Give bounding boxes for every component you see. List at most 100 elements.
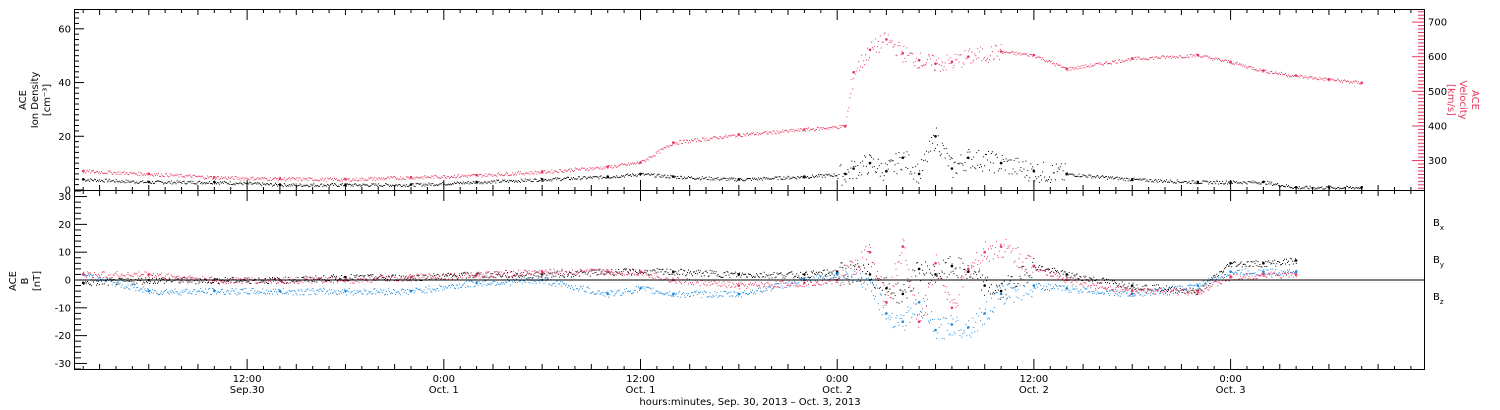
velocity-point-7 bbox=[540, 170, 544, 173]
velocity-axis-title-line1: ACE bbox=[1469, 90, 1480, 110]
field-by-point-3 bbox=[278, 289, 282, 293]
velocity-tick-label-1: 400 bbox=[1428, 121, 1447, 132]
density-point-15 bbox=[868, 161, 872, 165]
field-bz-point-0 bbox=[81, 273, 85, 276]
field-bx-point-29 bbox=[1294, 259, 1298, 262]
density-point-25 bbox=[1130, 178, 1134, 181]
density-point-26 bbox=[1196, 180, 1200, 184]
field-bx-point-22 bbox=[999, 289, 1003, 293]
field-series-bx bbox=[81, 256, 1298, 304]
velocity-tick-label-2: 500 bbox=[1428, 87, 1447, 98]
density-velocity-data bbox=[81, 32, 1363, 190]
field-bx-point-19 bbox=[950, 264, 954, 268]
field-bz-point-16 bbox=[901, 245, 905, 248]
magnetic-field-panel-frame bbox=[74, 190, 1425, 370]
legend-by: By bbox=[1433, 255, 1444, 269]
field-bx-point-0 bbox=[81, 281, 85, 285]
density-tick-label-3: 60 bbox=[58, 24, 71, 35]
date-tick-label-1: Oct. 1 bbox=[429, 385, 459, 396]
field-by-point-1 bbox=[147, 289, 151, 293]
field-bz-point-14 bbox=[868, 250, 872, 254]
field-bx-point-18 bbox=[934, 273, 937, 276]
field-bx-point-15 bbox=[885, 287, 888, 290]
velocity-tick-label-0: 300 bbox=[1428, 156, 1447, 167]
field-series-bz bbox=[81, 238, 1298, 328]
density-point-2 bbox=[213, 180, 216, 184]
field-bz-point-5 bbox=[409, 275, 413, 279]
date-tick-label-4: Oct. 2 bbox=[1019, 385, 1049, 396]
field-bx-point-21 bbox=[983, 284, 986, 287]
field-axis-title-line3: [nT] bbox=[32, 271, 43, 291]
field-by-point-22 bbox=[999, 292, 1003, 296]
field-tick-label-2: -10 bbox=[55, 303, 71, 314]
density-point-12 bbox=[803, 175, 806, 178]
field-bz-point-29 bbox=[1294, 273, 1298, 276]
field-bz-point-8 bbox=[606, 270, 609, 274]
density-axis-title-line2: Ion Density bbox=[30, 72, 41, 129]
density-point-17 bbox=[901, 156, 905, 160]
field-by-point-2 bbox=[213, 289, 216, 293]
field-tick-label-3: 0 bbox=[65, 276, 71, 287]
field-axis-title-line2: B bbox=[20, 277, 31, 284]
field-by-point-16 bbox=[901, 320, 905, 324]
field-bx-point-24 bbox=[1065, 273, 1068, 276]
velocity-series bbox=[81, 32, 1363, 182]
density-point-19 bbox=[934, 135, 937, 138]
time-tick-label-5: 0:00 bbox=[1219, 374, 1241, 385]
field-bz-point-26 bbox=[1196, 289, 1200, 293]
field-bz-point-15 bbox=[885, 301, 888, 304]
field-axis-title-line1: ACE bbox=[8, 271, 19, 291]
field-tick-label-0: -30 bbox=[55, 359, 71, 370]
field-axis-title: ACE B [nT] bbox=[8, 271, 43, 291]
field-bz-point-17 bbox=[917, 320, 921, 324]
date-tick-label-0: Sep.30 bbox=[230, 385, 265, 396]
density-axis-title-line3: [cm⁻³] bbox=[42, 84, 53, 116]
velocity-point-17 bbox=[901, 52, 905, 55]
field-series-by bbox=[81, 266, 1298, 340]
magnetic-field-data bbox=[81, 238, 1298, 340]
field-axis: -30 -20 -10 0 10 20 30 bbox=[55, 190, 87, 370]
field-bz-point-6 bbox=[475, 273, 478, 276]
field-tick-label-6: 30 bbox=[58, 192, 71, 203]
density-axis-title-line1: ACE bbox=[18, 90, 29, 110]
legend-bx: Bx bbox=[1433, 218, 1444, 232]
velocity-tick-label-4: 700 bbox=[1428, 18, 1447, 29]
field-bx-point-16 bbox=[901, 292, 905, 296]
field-bz-point-19 bbox=[950, 306, 954, 310]
field-bz-point-12 bbox=[803, 281, 806, 285]
time-tick-label-3: 0:00 bbox=[826, 374, 848, 385]
field-bz-point-20 bbox=[967, 267, 970, 271]
density-point-14 bbox=[852, 167, 855, 170]
density-point-7 bbox=[540, 178, 544, 181]
density-point-21 bbox=[967, 156, 970, 160]
velocity-point-18 bbox=[917, 58, 921, 62]
x-axis-title: hours:minutes, Sep. 30, 2013 – Oct. 3, 2… bbox=[639, 397, 860, 408]
velocity-point-19 bbox=[934, 62, 937, 65]
time-tick-label-2: 12:00 bbox=[626, 374, 655, 385]
density-axis: 0 20 40 60 bbox=[58, 12, 84, 197]
field-by-point-10 bbox=[672, 292, 675, 296]
density-point-18 bbox=[917, 172, 921, 176]
field-tick-label-4: 10 bbox=[58, 248, 71, 259]
density-point-22 bbox=[999, 161, 1003, 165]
field-by-point-15 bbox=[885, 312, 888, 315]
field-by-point-23 bbox=[1032, 284, 1036, 287]
field-bz-point-21 bbox=[983, 250, 986, 254]
field-by-point-20 bbox=[967, 326, 970, 329]
velocity-point-22 bbox=[999, 50, 1003, 53]
density-tick-label-0: 0 bbox=[65, 186, 71, 197]
density-series bbox=[81, 127, 1363, 190]
field-by-point-13 bbox=[835, 273, 839, 276]
field-bz-point-7 bbox=[540, 270, 544, 274]
velocity-axis-title: ACE Velocity [km/s] bbox=[1445, 80, 1480, 119]
density-tick-label-1: 20 bbox=[58, 132, 71, 143]
density-axis-title: ACE Ion Density [cm⁻³] bbox=[18, 72, 53, 129]
field-by-point-26 bbox=[1196, 284, 1200, 287]
density-point-23 bbox=[1032, 169, 1036, 173]
field-bz-point-22 bbox=[999, 245, 1003, 248]
field-bz-point-25 bbox=[1130, 289, 1134, 293]
velocity-axis-title-line3: [km/s] bbox=[1445, 84, 1456, 116]
velocity-axis: 300 400 500 600 700 bbox=[1412, 11, 1447, 189]
legend-bz: Bz bbox=[1433, 292, 1444, 306]
